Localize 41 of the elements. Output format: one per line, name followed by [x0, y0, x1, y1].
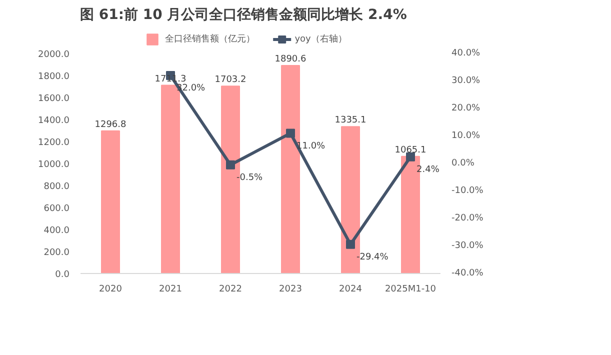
x-tick-label: 2020: [99, 284, 122, 294]
y2-tick-label: 10.0%: [452, 131, 481, 141]
data-label: -0.5%: [236, 172, 264, 183]
y-tick-label: 1200.0: [38, 138, 70, 148]
bar: [101, 130, 120, 274]
data-label: 1335.1: [334, 116, 366, 126]
y2-tick-label: 30.0%: [452, 76, 481, 86]
y2-tick-label: -40.0%: [452, 268, 484, 278]
y-tick-label: 200.0: [44, 248, 70, 258]
data-label: 1296.8: [94, 120, 127, 130]
point: [226, 160, 235, 170]
x-tick-label: 2022: [219, 284, 242, 294]
y-tick-label: 600.0: [44, 204, 70, 214]
y-tick-label: 2000.0: [38, 50, 70, 60]
x-tick-label: 2025M1-10: [384, 284, 436, 294]
x-tick-label: 2024: [339, 284, 362, 294]
legend-label: yoy（右轴）: [294, 34, 347, 44]
data-label: 1703.2: [214, 75, 246, 86]
y2-tick-label: -20.0%: [452, 214, 484, 224]
point: [346, 240, 355, 249]
chart-title: 图 61:前 10 月公司全口径销售金额同比增长 2.4%: [80, 7, 407, 23]
y-tick-label: 1600.0: [38, 94, 70, 104]
x-tick-label: 2023: [279, 284, 302, 294]
y-tick-label: 800.0: [44, 182, 70, 192]
x-tick-label: 2021: [159, 284, 182, 294]
y-tick-label: 1000.0: [38, 160, 70, 170]
data-label: 1065.1: [394, 145, 426, 156]
y2-tick-label: -10.0%: [452, 186, 484, 196]
legend-label: 全口径销售额（亿元）: [165, 34, 256, 44]
y2-tick-label: -30.0%: [452, 241, 484, 251]
data-label: -29.4%: [356, 252, 389, 262]
y-tick-label: 0.0: [55, 270, 70, 280]
y-tick-label: 1800.0: [38, 72, 70, 82]
y2-tick-label: 20.0%: [452, 104, 481, 114]
data-label: 1890.6: [274, 54, 307, 65]
y-tick-label: 1400.0: [38, 116, 70, 126]
y2-tick-label: 40.0%: [452, 48, 481, 58]
point: [286, 128, 295, 138]
data-label: 2.4%: [416, 164, 440, 175]
y2-tick-label: 0.0%: [452, 158, 475, 168]
y-tick-label: 400.0: [44, 226, 70, 236]
